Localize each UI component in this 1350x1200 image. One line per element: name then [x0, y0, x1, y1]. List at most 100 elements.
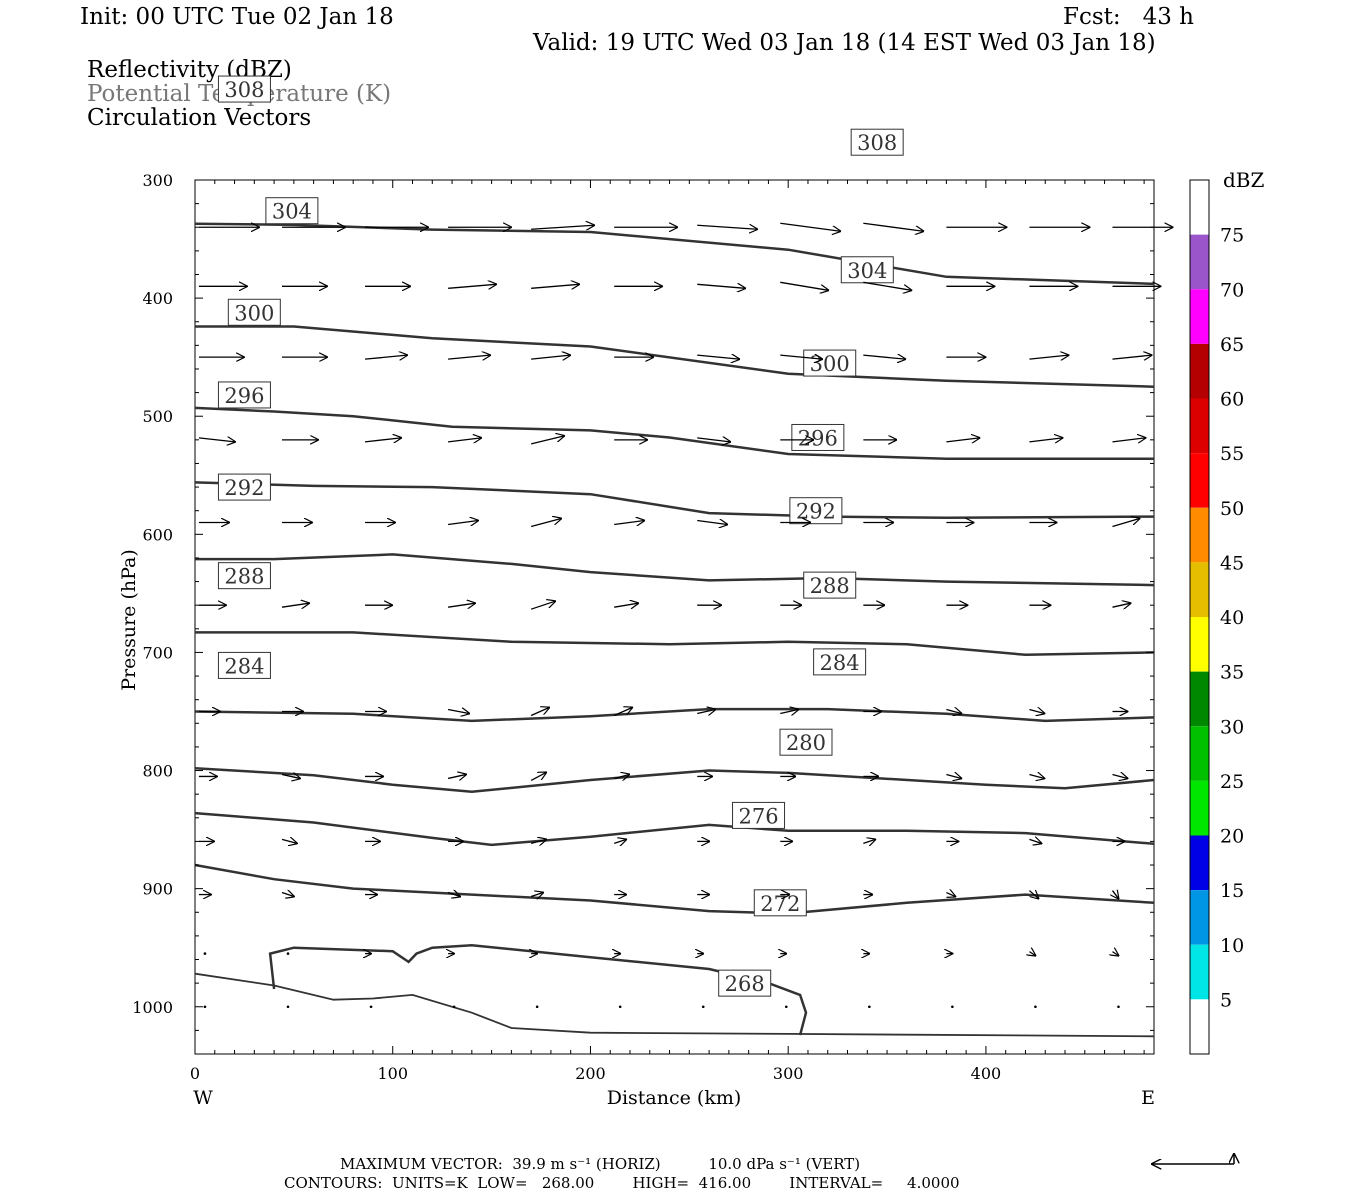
wind-vector	[701, 1005, 705, 1009]
wind-vector	[448, 438, 481, 442]
wind-vector	[697, 355, 739, 359]
colorbar-unit-label: dBZ	[1223, 168, 1265, 192]
contour-label: 308	[224, 78, 264, 102]
wind-vector	[531, 284, 579, 288]
colorbar-level-label: 10	[1220, 935, 1244, 957]
wind-vector	[286, 952, 290, 955]
wind-vector	[946, 438, 979, 442]
wind-vector	[447, 893, 460, 897]
wind-vector	[530, 436, 564, 445]
wind-vector	[697, 225, 757, 229]
colorbar-swatch	[1190, 289, 1209, 344]
wind-vector	[946, 774, 961, 778]
wind-vector	[1112, 438, 1145, 442]
contour-label-box	[265, 197, 319, 225]
contour-label-box	[791, 423, 845, 451]
y-tick-label: 500	[142, 407, 173, 426]
contour-label: 304	[847, 259, 887, 283]
wind-vector	[1112, 774, 1127, 778]
wind-vector	[203, 952, 207, 955]
colorbar-swatch	[1190, 398, 1209, 454]
colorbar-level-label: 20	[1220, 826, 1244, 848]
wind-vector	[530, 839, 546, 843]
wind-vector	[780, 222, 840, 231]
colorbar-level-label: 15	[1220, 880, 1244, 902]
wind-vector	[613, 707, 632, 717]
wind-vector	[614, 603, 638, 607]
wind-vector	[863, 355, 905, 359]
colorbar-swatch	[1190, 562, 1209, 617]
y-tick-label: 600	[142, 525, 173, 544]
wind-vector	[697, 284, 745, 288]
init-time-label: Init: 00 UTC Tue 02 Jan 18	[80, 4, 394, 30]
colorbar-level-label: 50	[1220, 498, 1244, 520]
circulation-vectors	[198, 222, 1173, 1009]
contour-label-box	[217, 651, 271, 679]
wind-vector	[1029, 709, 1044, 713]
wind-vector	[780, 709, 798, 713]
plot-frame	[194, 179, 1155, 1055]
wind-vector	[1112, 519, 1139, 528]
surface-line	[194, 972, 1155, 1038]
wind-vector	[1029, 952, 1035, 956]
wind-vector	[951, 1005, 954, 1009]
colorbar-swatch	[1190, 671, 1209, 727]
wind-vector	[614, 774, 629, 778]
contour-label: 300	[234, 301, 274, 325]
contour-label: 308	[857, 131, 897, 155]
contour-label: 288	[224, 565, 264, 589]
wind-vector	[530, 772, 546, 782]
theta-contour-line	[194, 766, 1155, 794]
colorbar-swatch	[1190, 999, 1209, 1054]
max-vector-note: MAXIMUM VECTOR: 39.9 m s⁻¹ (HORIZ) 10.0 …	[340, 1155, 861, 1173]
wind-vector	[369, 1005, 373, 1009]
contour-label-box	[850, 128, 904, 156]
wind-vector	[448, 355, 490, 359]
wind-vector	[1112, 603, 1130, 607]
wind-vector	[613, 839, 626, 843]
wind-vector	[868, 1005, 871, 1009]
wind-vector	[780, 355, 822, 359]
wind-vector	[364, 355, 407, 359]
contour-label-box	[779, 728, 833, 756]
colorbar-level-label: 25	[1220, 771, 1244, 793]
contour-label: 284	[224, 654, 264, 678]
wind-vector	[618, 1005, 622, 1009]
wind-vector	[448, 521, 478, 525]
theta-contour-line	[268, 944, 808, 1036]
wind-vector	[203, 1005, 207, 1009]
theta-contour-line	[194, 811, 1155, 847]
legend-circulation-vectors: Circulation Vectors	[87, 105, 312, 131]
forecast-hour-label: Fcst: 43 h	[1063, 4, 1194, 30]
theta-contour-line	[194, 222, 1155, 286]
colorbar-swatch	[1190, 780, 1209, 836]
contours-note: CONTOURS: UNITS=K LOW= 268.00 HIGH= 416.…	[284, 1174, 960, 1192]
wind-vector	[1112, 355, 1151, 359]
wind-vector	[447, 774, 466, 778]
x-tick-label: 200	[575, 1064, 606, 1083]
wind-vector	[530, 893, 543, 897]
theta-contour-line	[194, 481, 1155, 520]
y-axis-label: Pressure (hPa)	[118, 549, 140, 691]
colorbar-swatch	[1190, 507, 1209, 563]
wind-vector	[286, 1005, 290, 1009]
contour-label-box	[217, 75, 271, 103]
wind-vector	[614, 521, 644, 525]
colorbar-swatch	[1190, 343, 1209, 399]
contour-label: 276	[738, 804, 778, 828]
contour-label: 272	[760, 892, 800, 916]
wind-vector	[1117, 1005, 1120, 1009]
theta-contour-line	[195, 325, 1155, 388]
contour-label-box	[789, 497, 843, 525]
wind-vector	[1029, 355, 1068, 359]
contour-label-box	[217, 473, 271, 501]
colorbar-level-label: 75	[1220, 225, 1244, 247]
contour-label-box	[217, 562, 271, 590]
contour-label-box	[718, 969, 772, 997]
colorbar-swatch	[1190, 890, 1209, 945]
contour-label: 296	[224, 384, 264, 408]
wind-vector	[281, 603, 309, 607]
wind-vector	[697, 709, 715, 713]
wind-vector	[1112, 952, 1118, 956]
colorbar-swatch	[1190, 234, 1209, 290]
